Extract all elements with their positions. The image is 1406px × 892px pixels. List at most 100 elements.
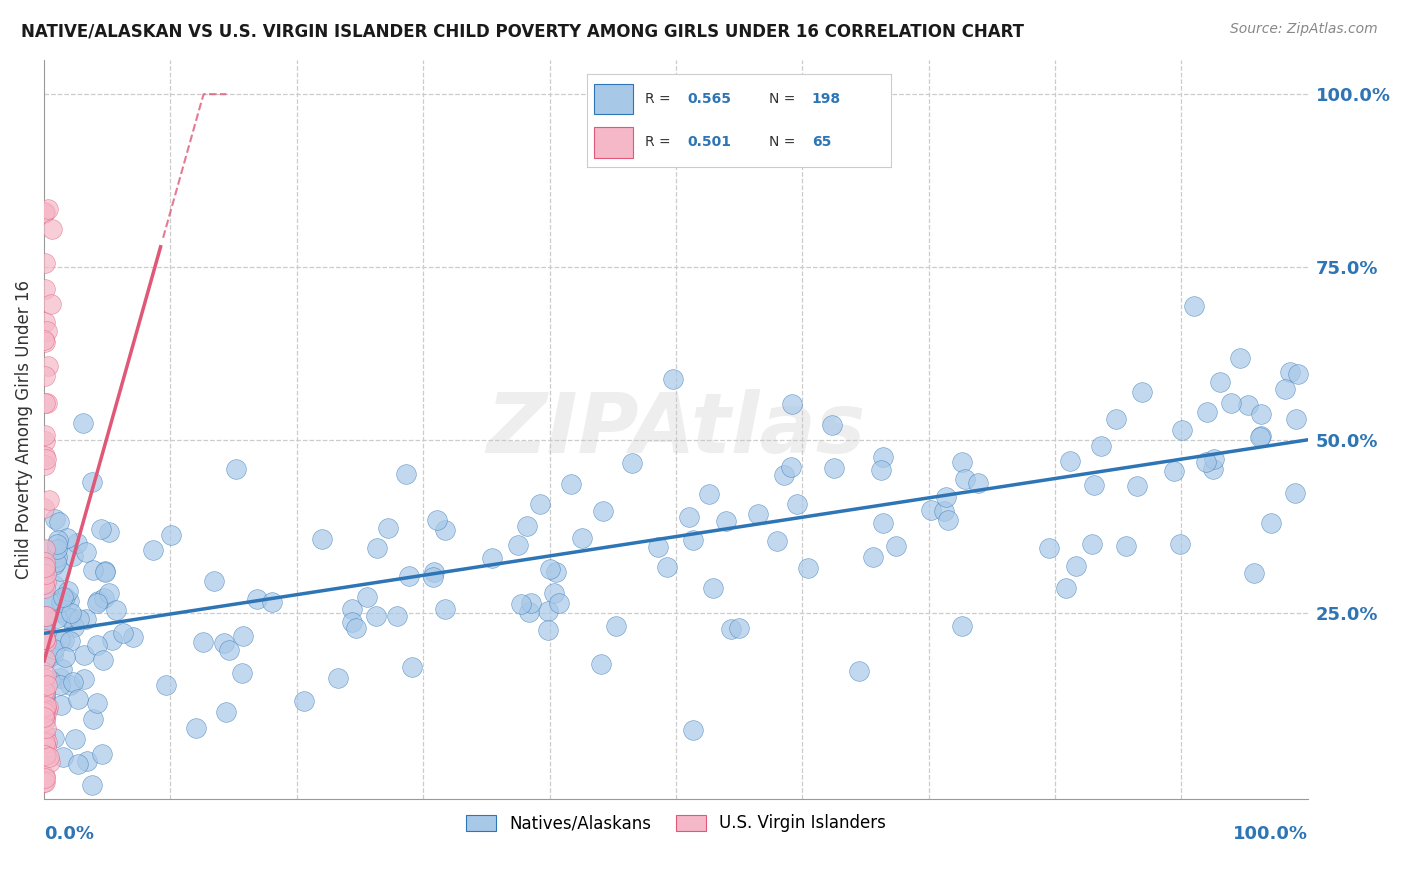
Point — [90, 522, 112, 536]
Point — [35, 324, 58, 338]
Point — [245, 591, 267, 606]
Point — [720, 622, 742, 636]
Point — [39, 297, 62, 311]
Point — [91, 653, 114, 667]
Point — [1237, 398, 1260, 412]
Point — [1229, 351, 1251, 366]
Text: 0.0%: 0.0% — [44, 825, 94, 843]
Point — [56, 583, 79, 598]
Point — [508, 538, 530, 552]
Point — [262, 595, 284, 609]
Point — [647, 541, 669, 555]
Point — [1081, 537, 1104, 551]
Point — [366, 541, 388, 555]
Point — [1249, 430, 1271, 444]
Point — [872, 516, 894, 530]
Point — [94, 566, 117, 580]
Point — [1286, 367, 1309, 381]
Point — [821, 417, 844, 432]
Point — [53, 649, 76, 664]
Point — [42, 641, 65, 656]
Point — [589, 657, 612, 671]
Point — [67, 692, 90, 706]
Point — [1125, 479, 1147, 493]
Point — [155, 678, 177, 692]
Point — [35, 678, 58, 692]
Point — [1250, 429, 1272, 443]
Point — [433, 523, 456, 537]
Point — [1115, 540, 1137, 554]
Point — [56, 610, 79, 624]
Point — [1209, 375, 1232, 389]
Point — [35, 396, 58, 410]
Point — [80, 475, 103, 489]
Point — [231, 666, 253, 681]
Point — [869, 463, 891, 477]
Point — [780, 397, 803, 411]
Point — [49, 594, 72, 608]
Point — [56, 531, 79, 545]
Point — [35, 704, 58, 718]
Point — [702, 582, 724, 596]
Point — [34, 651, 56, 665]
Point — [34, 714, 56, 728]
Point — [34, 458, 56, 472]
Point — [292, 693, 315, 707]
Point — [100, 632, 122, 647]
Point — [34, 711, 56, 725]
Point — [398, 569, 420, 583]
Point — [87, 594, 110, 608]
Point — [66, 756, 89, 771]
Point — [34, 703, 56, 717]
Point — [46, 533, 69, 547]
Point — [35, 567, 58, 582]
Point — [41, 222, 63, 236]
Y-axis label: Child Poverty Among Girls Under 16: Child Poverty Among Girls Under 16 — [15, 280, 32, 579]
Point — [34, 616, 56, 631]
Point — [34, 688, 56, 702]
Point — [605, 618, 627, 632]
Point — [52, 749, 75, 764]
Point — [37, 699, 59, 714]
Point — [225, 462, 247, 476]
Point — [46, 536, 69, 550]
Point — [63, 731, 86, 746]
Point — [52, 591, 75, 605]
Point — [58, 594, 80, 608]
Point — [377, 521, 399, 535]
Point — [537, 604, 560, 618]
Point — [823, 460, 845, 475]
Point — [1059, 454, 1081, 468]
Point — [82, 563, 104, 577]
Point — [548, 596, 571, 610]
Point — [519, 596, 541, 610]
Point — [714, 514, 737, 528]
Point — [62, 675, 84, 690]
Point — [55, 591, 77, 605]
Point — [34, 555, 56, 569]
Point — [1284, 412, 1306, 426]
Point — [105, 602, 128, 616]
Point — [955, 473, 977, 487]
Text: NATIVE/ALASKAN VS U.S. VIRGIN ISLANDER CHILD POVERTY AMONG GIRLS UNDER 16 CORREL: NATIVE/ALASKAN VS U.S. VIRGIN ISLANDER C… — [21, 22, 1024, 40]
Point — [1054, 581, 1077, 595]
Point — [364, 608, 387, 623]
Point — [86, 596, 108, 610]
Point — [112, 626, 135, 640]
Point — [967, 476, 990, 491]
Point — [34, 632, 56, 646]
Point — [72, 672, 94, 686]
Point — [356, 590, 378, 604]
Point — [1064, 559, 1087, 574]
Point — [34, 282, 56, 296]
Point — [38, 749, 60, 764]
Point — [34, 609, 56, 624]
Point — [678, 510, 700, 524]
Point — [42, 558, 65, 572]
Point — [537, 623, 560, 637]
Point — [202, 574, 225, 588]
Point — [884, 539, 907, 553]
Point — [328, 671, 350, 685]
Point — [657, 560, 679, 574]
Point — [42, 731, 65, 746]
